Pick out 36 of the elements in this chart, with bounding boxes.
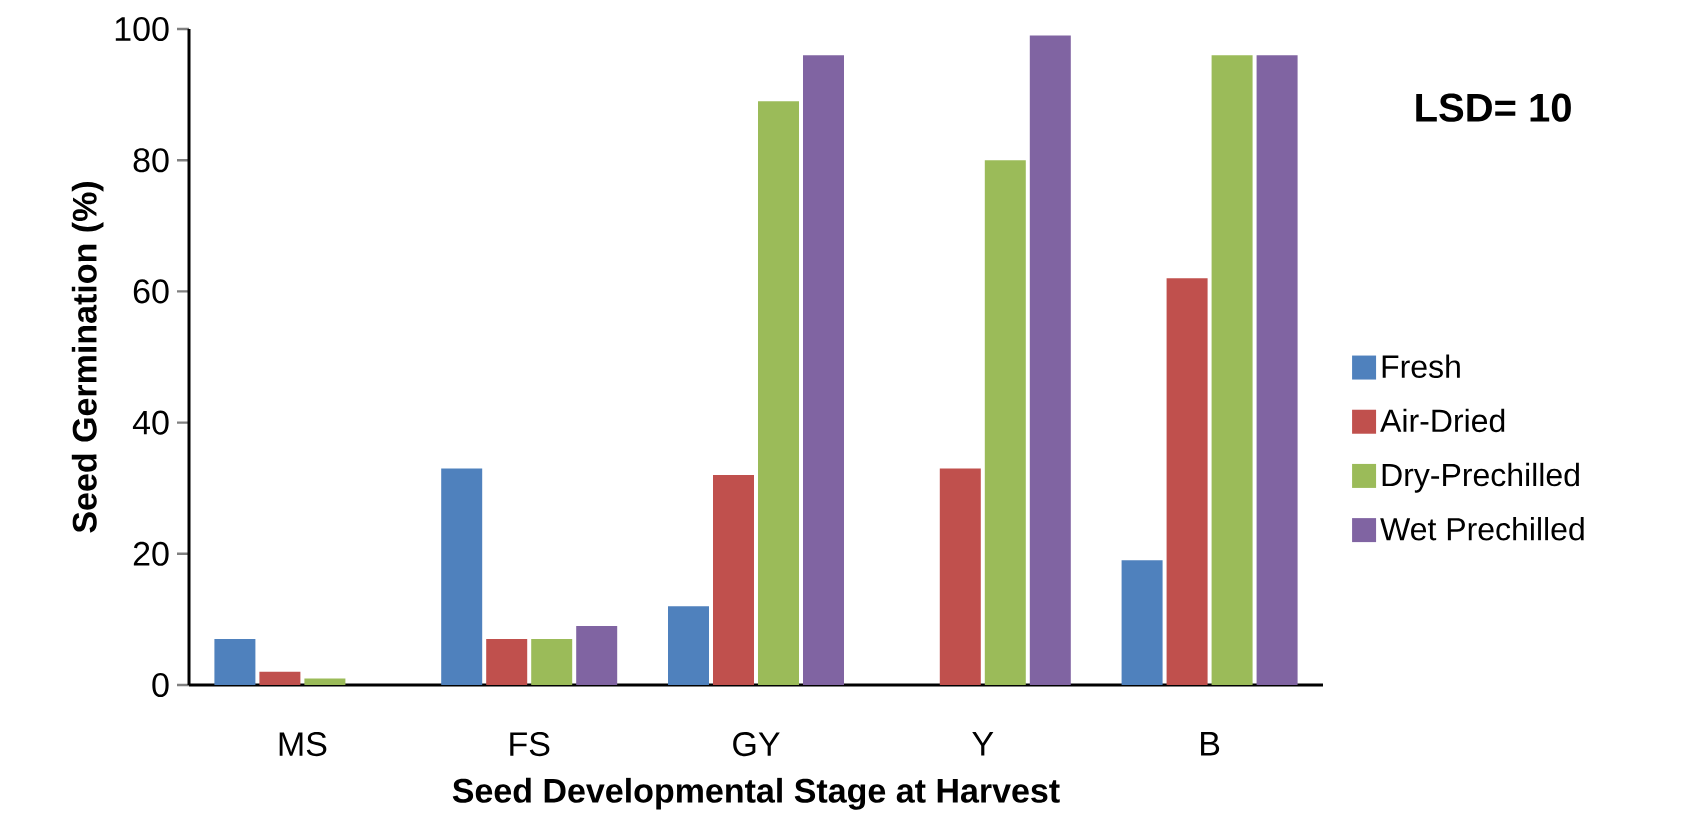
y-tick-label: 80 [133, 148, 169, 173]
bar [1121, 560, 1163, 685]
y-tick-label: 40 [132, 410, 169, 435]
y-tick-label: 100 [115, 16, 169, 42]
bar [758, 101, 799, 685]
bar [1029, 35, 1071, 685]
x-tick-label: MS [279, 732, 327, 757]
x-tick-label: GY [733, 732, 780, 757]
y-tick-label: 0 [152, 672, 169, 698]
bar [441, 468, 483, 685]
bar [259, 671, 301, 685]
y-tick-label: 60 [133, 279, 169, 304]
x-tick-label: B [1201, 732, 1220, 756]
bar [984, 160, 1026, 685]
bar [304, 678, 346, 685]
bar [1211, 55, 1253, 685]
x-axis-title: Seed Developmental Stage at Harvest [452, 777, 1060, 810]
legend-label: Fresh [1382, 354, 1460, 378]
bar [803, 55, 844, 685]
legend-label: Air-Dried [1380, 408, 1505, 433]
bar [576, 625, 618, 685]
bar [713, 475, 754, 685]
text: LSD= 10 [1416, 93, 1571, 122]
x-tick-label: Y [972, 732, 994, 756]
y-axis-title: Seed Germination (%) [71, 182, 104, 533]
bar [486, 639, 528, 685]
legend-label: Wet Prechilled [1380, 517, 1584, 541]
bar [531, 639, 573, 685]
bar [1166, 278, 1208, 685]
x-tick-label: FS [510, 732, 550, 757]
bar [1256, 55, 1298, 685]
bar [939, 468, 981, 685]
y-tick-label: 20 [133, 541, 169, 566]
bar [668, 606, 709, 685]
bar [214, 639, 256, 685]
legend-label: Dry-Prechilled [1382, 462, 1579, 493]
